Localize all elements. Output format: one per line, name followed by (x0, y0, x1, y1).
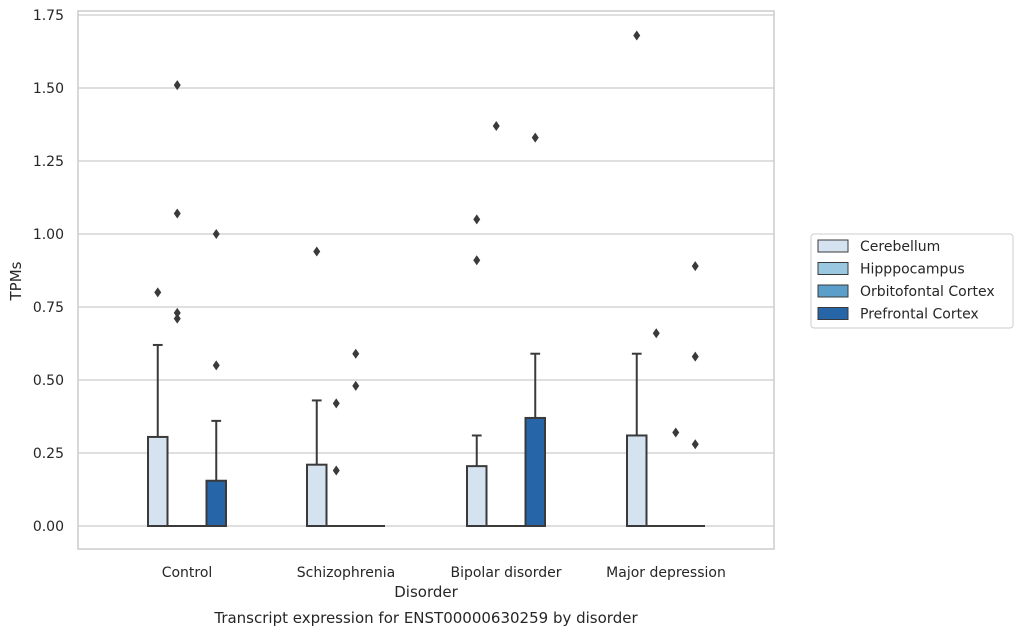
box-cerebellum (306, 246, 328, 527)
y-tick-label: 0.75 (33, 300, 64, 316)
box-hipppocampus (646, 328, 666, 527)
box-orbitofontal-cortex (666, 427, 686, 527)
box-cerebellum (147, 287, 169, 527)
plot-area-frame (77, 10, 775, 550)
y-tick-label: 1.75 (33, 8, 64, 24)
y-tick-label: 1.50 (33, 81, 64, 97)
outlier-point (633, 30, 641, 41)
outlier-point (691, 351, 699, 362)
outlier-point (332, 398, 340, 409)
box-body (466, 465, 488, 528)
gridlines (78, 14, 774, 527)
x-axis-label: Disorder (394, 583, 458, 601)
legend-swatch (817, 284, 849, 298)
box-body (306, 463, 328, 527)
legend-swatch (817, 262, 849, 275)
outlier-point (173, 208, 181, 219)
box-prefrontal-cortex (685, 261, 705, 527)
box-hipppocampus (326, 398, 346, 527)
outlier-point (652, 328, 660, 339)
legend-label: Cerebellum (860, 239, 940, 255)
x-tick-label: Schizophrenia (297, 565, 395, 581)
box-prefrontal-cortex (205, 229, 227, 527)
y-tick-label: 0.25 (33, 446, 64, 462)
outlier-point (473, 255, 481, 266)
box-orbitofontal-cortex (346, 348, 366, 527)
box-hipppocampus (486, 120, 506, 527)
outlier-point (212, 360, 220, 371)
y-tick-label: 0.00 (33, 519, 64, 535)
chart-title: Transcript expression for ENST0000063025… (213, 609, 638, 627)
box-prefrontal-cortex (524, 132, 546, 527)
legend-label: Prefrontal Cortex (860, 307, 979, 323)
outlier-point (154, 287, 162, 298)
outlier-point (691, 439, 699, 450)
box-body (626, 434, 648, 528)
outlier-point (212, 229, 220, 239)
outlier-point (672, 427, 680, 438)
legend-frame (810, 233, 1014, 329)
y-tick-labels: 0.00 0.25 0.50 0.75 1.00 1.25 1.50 1.75 (33, 8, 64, 535)
box-cerebellum (626, 30, 648, 528)
outlier-point (473, 214, 481, 225)
x-tick-label: Major depression (606, 565, 726, 581)
y-tick-label: 1.00 (33, 227, 64, 243)
outlier-point (332, 465, 340, 476)
outlier-point (531, 132, 539, 143)
outlier-point (492, 120, 500, 131)
y-tick-label: 1.25 (33, 154, 64, 170)
outlier-point (313, 246, 321, 257)
y-axis-label: TPMs (7, 261, 25, 301)
outlier-point (173, 80, 181, 91)
x-tick-label: Bipolar disorder (450, 565, 561, 581)
legend-label: Orbitofontal Cortex (860, 284, 995, 300)
outlier-point (352, 348, 360, 359)
outlier-point (352, 380, 360, 391)
legend: Cerebellum Hipppocampus Orbitofontal Corte… (810, 233, 1014, 329)
y-tick-label: 0.50 (33, 373, 64, 389)
box-body (524, 416, 546, 527)
outlier-point (173, 307, 181, 318)
legend-label: Hipppocampus (860, 262, 965, 278)
box-cerebellum (466, 214, 488, 528)
box-body (205, 479, 227, 527)
outlier-point (173, 313, 181, 324)
box-hipppocampus (167, 80, 187, 527)
box-body (147, 435, 169, 527)
legend-swatch (817, 307, 849, 320)
x-tick-label: Control (162, 565, 213, 581)
x-tick-labels: Control Schizophrenia Bipolar disorder Majo… (162, 565, 726, 581)
boxes-layer (147, 30, 705, 528)
outlier-point (691, 261, 699, 272)
legend-swatch (817, 239, 849, 253)
